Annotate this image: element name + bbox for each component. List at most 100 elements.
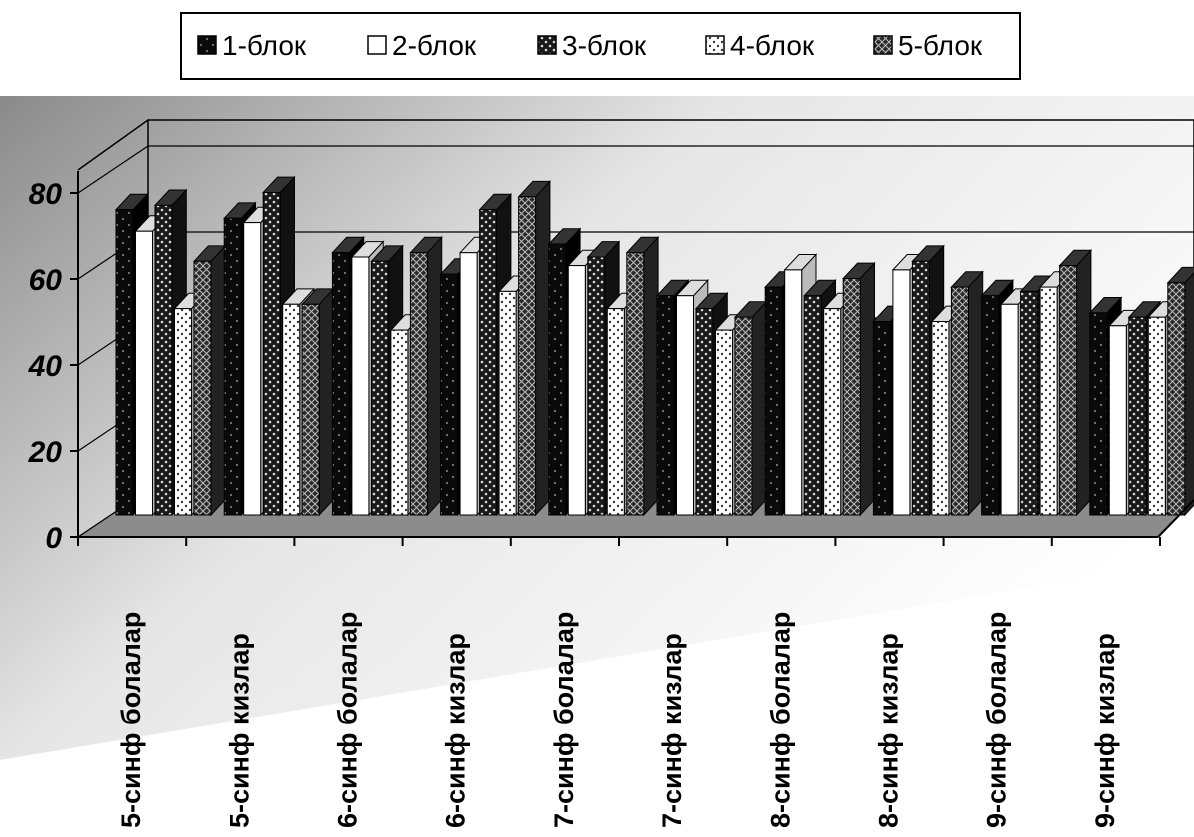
bar-front bbox=[626, 252, 645, 516]
bar-front bbox=[370, 260, 389, 516]
legend-item: 2-блок bbox=[367, 30, 477, 61]
bar-front bbox=[498, 290, 517, 516]
bar-front bbox=[390, 329, 409, 516]
bar-front bbox=[1108, 325, 1127, 516]
legend-label: 3-блок bbox=[562, 30, 647, 61]
bar-front bbox=[1167, 282, 1186, 516]
bar-front bbox=[911, 260, 930, 516]
x-tick-label: 9-синф болалар bbox=[982, 612, 1012, 828]
bar-front bbox=[193, 260, 212, 516]
bar bbox=[950, 270, 984, 517]
bar-front bbox=[135, 230, 153, 516]
bar-side bbox=[1076, 248, 1092, 517]
bar bbox=[517, 180, 552, 517]
y-tick-label: 40 bbox=[28, 350, 63, 383]
bar-front bbox=[518, 196, 537, 516]
bar-front bbox=[823, 308, 842, 516]
legend-item: 3-блок bbox=[537, 30, 647, 61]
bar-front bbox=[282, 303, 301, 516]
legend-swatch bbox=[537, 35, 557, 55]
legend-swatch bbox=[367, 35, 387, 55]
x-tick-label: 6-синф кизлар bbox=[441, 633, 471, 828]
bar-front bbox=[784, 269, 803, 516]
legend-label: 4-блок bbox=[730, 30, 815, 61]
legend-label: 2-блок bbox=[392, 30, 477, 61]
y-tick-label: 80 bbox=[29, 178, 63, 211]
bar-front bbox=[548, 243, 567, 516]
legend-label: 1-блок bbox=[222, 30, 307, 61]
bar-front bbox=[262, 192, 281, 516]
bar-front bbox=[931, 321, 950, 516]
bar-front bbox=[695, 308, 714, 516]
bar-front bbox=[174, 308, 192, 516]
x-tick-labels: 5-синф болалар 5-синф кизлар 6-синф болала… bbox=[116, 612, 1120, 828]
legend-swatch bbox=[705, 35, 725, 55]
x-tick-label: 6-синф болалар bbox=[333, 612, 363, 828]
bar-side bbox=[210, 244, 226, 517]
legend: 1-блок 2-блок 3-блок 4-блок 5-блок bbox=[180, 12, 1021, 80]
bar-front bbox=[154, 204, 173, 516]
bar bbox=[301, 287, 335, 517]
x-axis-depth bbox=[1157, 499, 1194, 538]
x-tick-label: 7-синф кизлар bbox=[657, 633, 687, 828]
bar-side bbox=[318, 287, 334, 517]
bar-front bbox=[1020, 290, 1039, 516]
legend-item: 5-блок bbox=[873, 30, 983, 61]
bar bbox=[1166, 266, 1194, 517]
bar-side bbox=[1184, 272, 1194, 517]
legend-swatch bbox=[197, 35, 217, 55]
bar-side bbox=[643, 236, 659, 517]
y-tick-label: 20 bbox=[28, 436, 63, 469]
left-wall-edge bbox=[77, 119, 149, 171]
bar-front bbox=[764, 286, 783, 516]
x-tick-label: 8-синф болалар bbox=[765, 612, 795, 828]
bar bbox=[625, 236, 660, 517]
bar-front bbox=[892, 269, 911, 516]
bar-front bbox=[440, 273, 459, 516]
x-tick-label: 8-синф кизлар bbox=[874, 633, 904, 828]
bar-front bbox=[301, 303, 320, 516]
bar-front bbox=[981, 295, 1000, 516]
axes bbox=[70, 171, 1194, 546]
y-tick-label: 60 bbox=[29, 264, 63, 297]
bar-front bbox=[567, 265, 586, 516]
bars bbox=[114, 175, 1194, 517]
bar bbox=[733, 300, 768, 517]
bar-front bbox=[1128, 316, 1147, 516]
gridline-diagonal bbox=[77, 145, 149, 194]
bar bbox=[409, 236, 443, 517]
bar bbox=[842, 261, 876, 517]
bar-front bbox=[331, 252, 350, 516]
y-tick-label: 0 bbox=[45, 522, 62, 555]
x-tick-label: 9-синф кизлар bbox=[1090, 633, 1120, 828]
bar-front bbox=[803, 295, 822, 516]
legend-swatch bbox=[873, 35, 893, 55]
bar-front bbox=[459, 252, 478, 516]
bar-side bbox=[751, 300, 767, 517]
bar-front bbox=[872, 321, 891, 516]
x-tick-label: 5-синф болалар bbox=[116, 612, 146, 828]
bar-front bbox=[606, 308, 625, 516]
bar-front bbox=[409, 252, 428, 516]
legend-item: 4-блок bbox=[705, 30, 815, 61]
bar-side bbox=[967, 270, 984, 517]
bar-front bbox=[351, 256, 370, 516]
bar bbox=[192, 244, 227, 517]
bar-front bbox=[950, 286, 969, 516]
bar-front bbox=[1147, 316, 1166, 516]
bar-front bbox=[715, 329, 733, 516]
x-tick-label: 5-синф кизлар bbox=[224, 633, 254, 828]
bar-front bbox=[1039, 286, 1058, 516]
bar-front bbox=[842, 278, 861, 516]
bar-side bbox=[426, 236, 443, 517]
bar-front bbox=[1059, 265, 1078, 516]
legend-label: 5-блок bbox=[898, 30, 983, 61]
bar-front bbox=[479, 209, 498, 516]
bar-front bbox=[656, 295, 675, 516]
bar-front bbox=[223, 217, 242, 516]
bar-side bbox=[859, 261, 875, 517]
x-tick-label: 7-синф болалар bbox=[549, 612, 579, 828]
bar-front bbox=[115, 209, 134, 516]
